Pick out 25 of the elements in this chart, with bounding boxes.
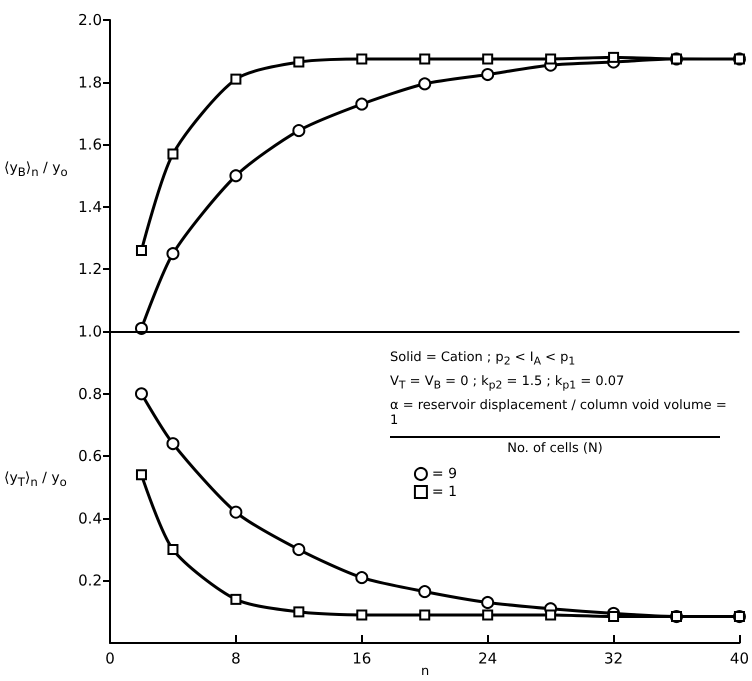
x-tick-label: 32 (604, 650, 624, 668)
x-tick-label: 8 (231, 650, 241, 668)
y-tick-label: 1.8 (78, 73, 102, 92)
legend-label: = 1 (432, 484, 458, 500)
y-tick-label: 0.6 (78, 447, 102, 466)
x-tick-label: 24 (478, 650, 498, 668)
x-tick-label: 40 (730, 650, 750, 668)
y-tick-label: 1.6 (78, 136, 102, 154)
x-axis-title: n (421, 664, 430, 679)
y-tick-label: 1.2 (78, 260, 102, 278)
annotation: Solid = Cation ; p$_{2}$ < I$_{A}$ < p$_{1}$ (390, 350, 576, 368)
legend-label: = 9 (432, 466, 458, 482)
y-tick-label: 2.0 (78, 11, 102, 29)
x-tick-label: 0 (105, 650, 115, 668)
y-tick-label: 0.2 (78, 572, 102, 590)
y-tick-label: 1.0 (78, 322, 102, 340)
legend-title: No. of cells (N) (390, 436, 720, 456)
text: V$_{T}$ = V$_{B}$ = 0 ; k$_{p2}$ = 1.5 ; k$_{p1}$ = 0.07 (390, 374, 624, 392)
y-tick-label: 1.4 (78, 198, 102, 216)
annotation: α = reservoir displacement / column void volume = 1 (390, 398, 728, 428)
text: ⟨y$_{T}$⟩$_{n}$ / y$_{o}$ (4, 470, 67, 489)
y-axis-title: ⟨y$_{B}$⟩$_{n}$ / y$_{o}$ (4, 160, 68, 179)
x-tick-label: 16 (352, 650, 372, 668)
y-tick-label: 0.8 (78, 384, 102, 403)
y-tick-label: 0.4 (78, 509, 102, 528)
